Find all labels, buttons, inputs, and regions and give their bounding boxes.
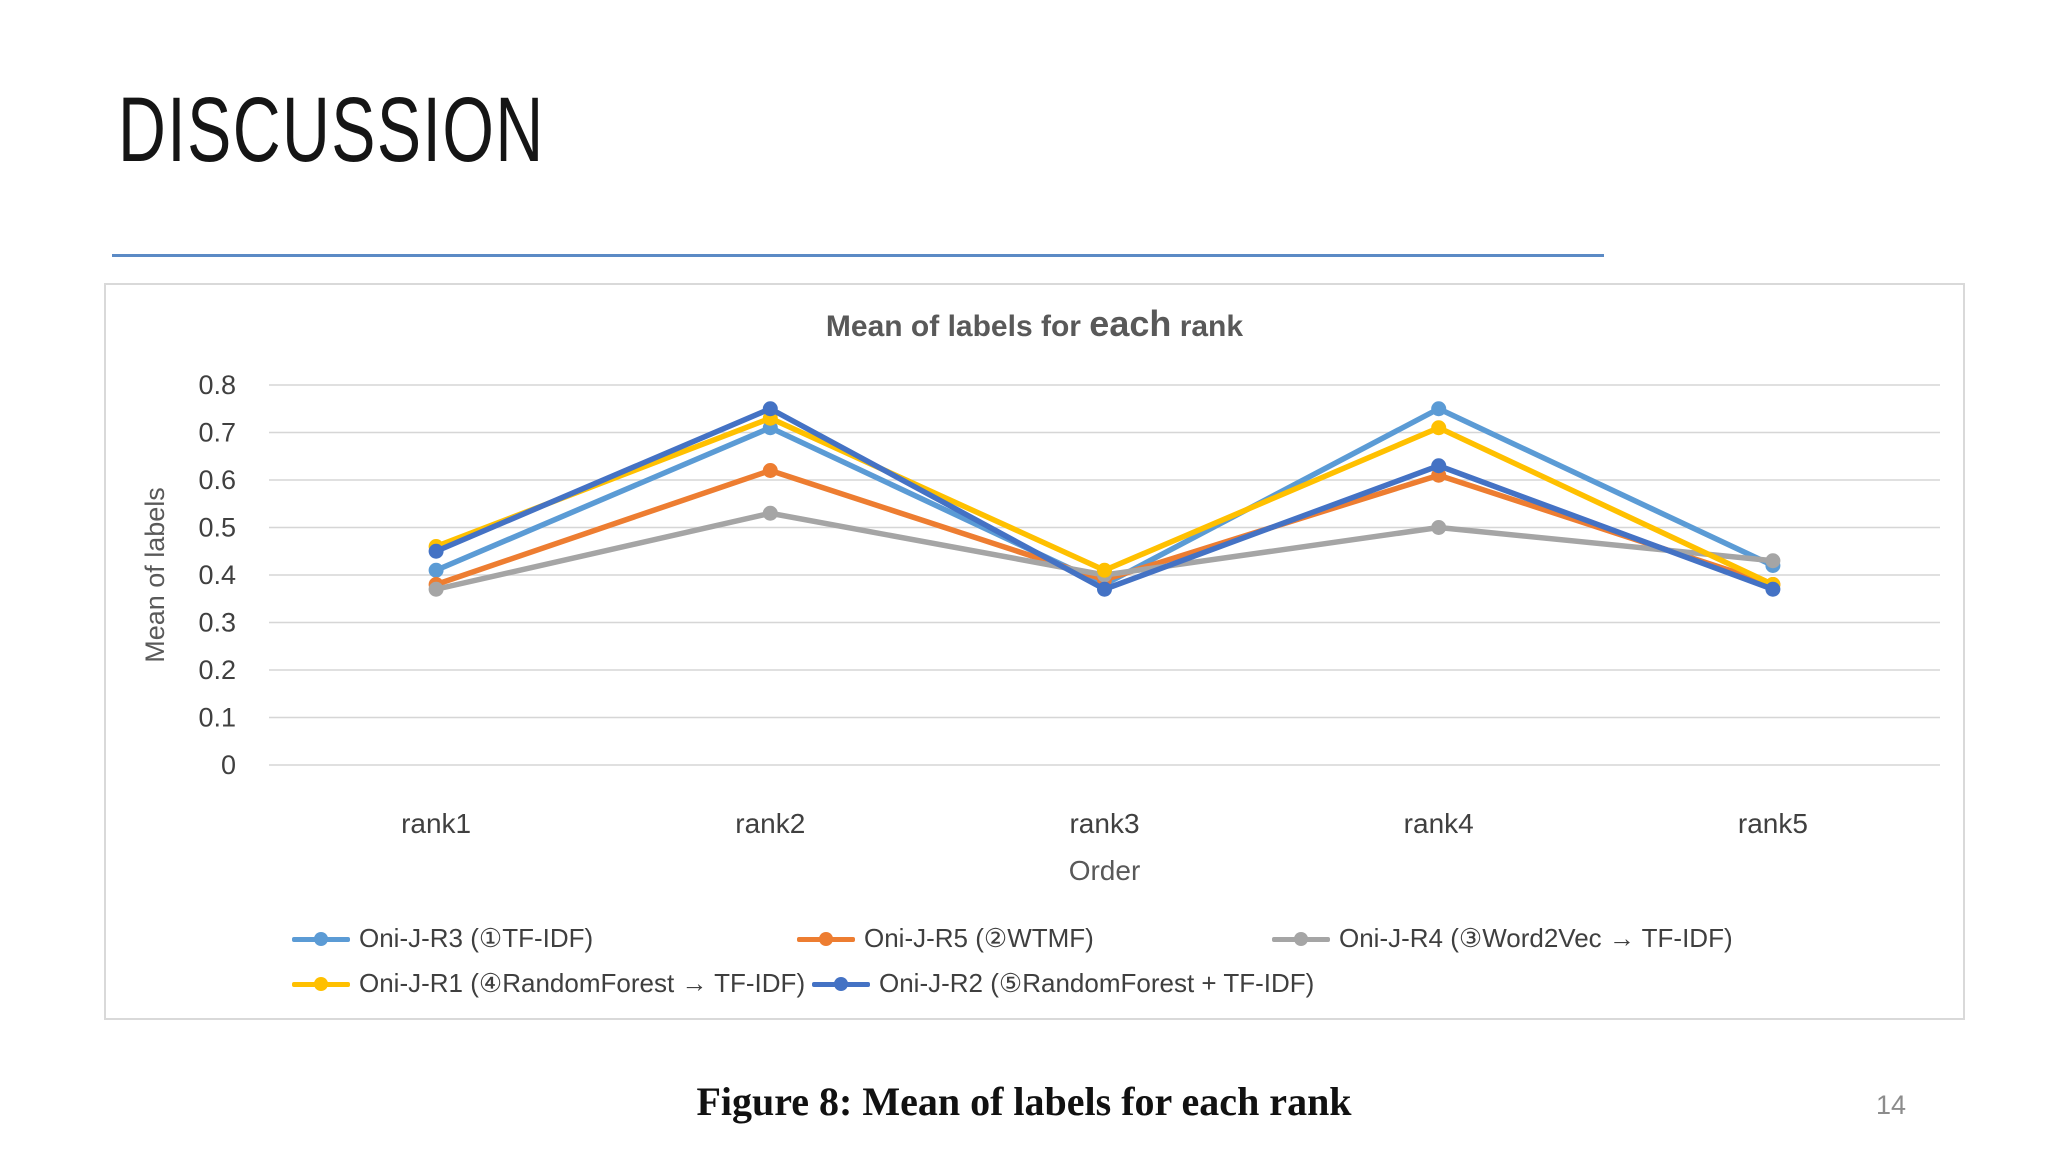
x-axis-category-label: rank4 [1404,808,1474,839]
legend-item-oni-j-r1: Oni-J-R1 (④RandomForest → TF-IDF) [292,968,805,999]
data-point-marker [1097,562,1112,578]
data-point-marker [428,543,444,559]
legend-item-oni-j-r4: Oni-J-R4 (③Word2Vec → TF-IDF) [1272,923,1733,954]
legend-line-marker-icon [797,931,855,946]
data-point-marker [428,562,444,578]
data-point-marker [1431,520,1447,535]
y-axis-tick-label: 0.8 [198,370,236,400]
legend-label: Oni-J-R3 (①TF-IDF) [359,923,594,953]
legend-line-marker-icon [812,976,870,991]
data-point-marker [762,463,778,478]
chart-title-part-emphasis: each [1089,303,1172,344]
data-point-marker [1765,553,1781,569]
legend-label: Oni-J-R1 (④RandomForest → TF-IDF) [359,968,806,998]
legend-line-marker-icon [1272,931,1330,946]
chart-title-part: Mean of labels for [825,310,1090,343]
data-point-marker [428,581,444,597]
legend-item-oni-j-r3: Oni-J-R3 (①TF-IDF) [292,923,593,954]
data-point-marker [1097,581,1112,597]
series-line [433,415,1776,588]
title-underline-rule [112,254,1604,257]
chart-title: Mean of labels for each rank [106,303,1963,345]
line-chart-plot-area: 0 0.1 0.2 0.3 0.4 0.5 0.6 0.7 0.8 Mean of labels r… [140,370,1940,886]
x-axis-category-label: rank3 [1069,808,1139,839]
legend-item-oni-j-r5: Oni-J-R5 (②WTMF) [797,923,1094,954]
series-line [433,406,1776,588]
y-axis-tick-label: 0.3 [198,608,236,638]
legend-label: Oni-J-R2 (⑤RandomForest + TF-IDF) [879,968,1315,998]
y-axis-title: Mean of labels [140,487,170,663]
y-axis-tick-label: 0.5 [198,513,236,543]
y-axis-tick-label: 0.2 [198,655,236,685]
x-axis-title: Order [1069,855,1141,886]
legend-line-marker-icon [292,931,350,946]
data-point-marker [762,401,778,417]
y-axis-tick-label: 0.7 [198,418,236,448]
y-axis-tick-label: 0.6 [198,465,236,495]
legend-label: Oni-J-R5 (②WTMF) [864,923,1094,953]
y-axis-tick-label: 0.1 [198,703,236,733]
legend-line-marker-icon [292,976,350,991]
x-axis-category-label: rank1 [401,808,471,839]
y-axis-tick-label: 0.4 [198,560,236,590]
y-axis-tick-label: 0 [221,750,236,780]
figure-caption: Figure 8: Mean of labels for each rank [696,1079,1352,1124]
data-point-marker [1431,420,1447,436]
x-axis-category-label: rank5 [1738,808,1808,839]
legend-label: Oni-J-R4 (③Word2Vec → TF-IDF) [1339,923,1733,953]
series-line [433,406,1776,592]
data-point-marker [1431,458,1447,474]
chart-panel: Mean of labels for each rank 0 0.1 0.2 0.3 0… [104,283,1965,1020]
data-point-marker [1765,581,1781,597]
x-axis-category-label: rank2 [735,808,805,839]
data-point-marker [762,505,778,521]
slide-title: DISCUSSION [118,79,545,181]
page-number: 14 [1876,1090,1907,1120]
chart-title-part: rank [1171,310,1244,343]
data-point-marker [1431,401,1447,417]
legend-item-oni-j-r2: Oni-J-R2 (⑤RandomForest + TF-IDF) [812,968,1314,999]
